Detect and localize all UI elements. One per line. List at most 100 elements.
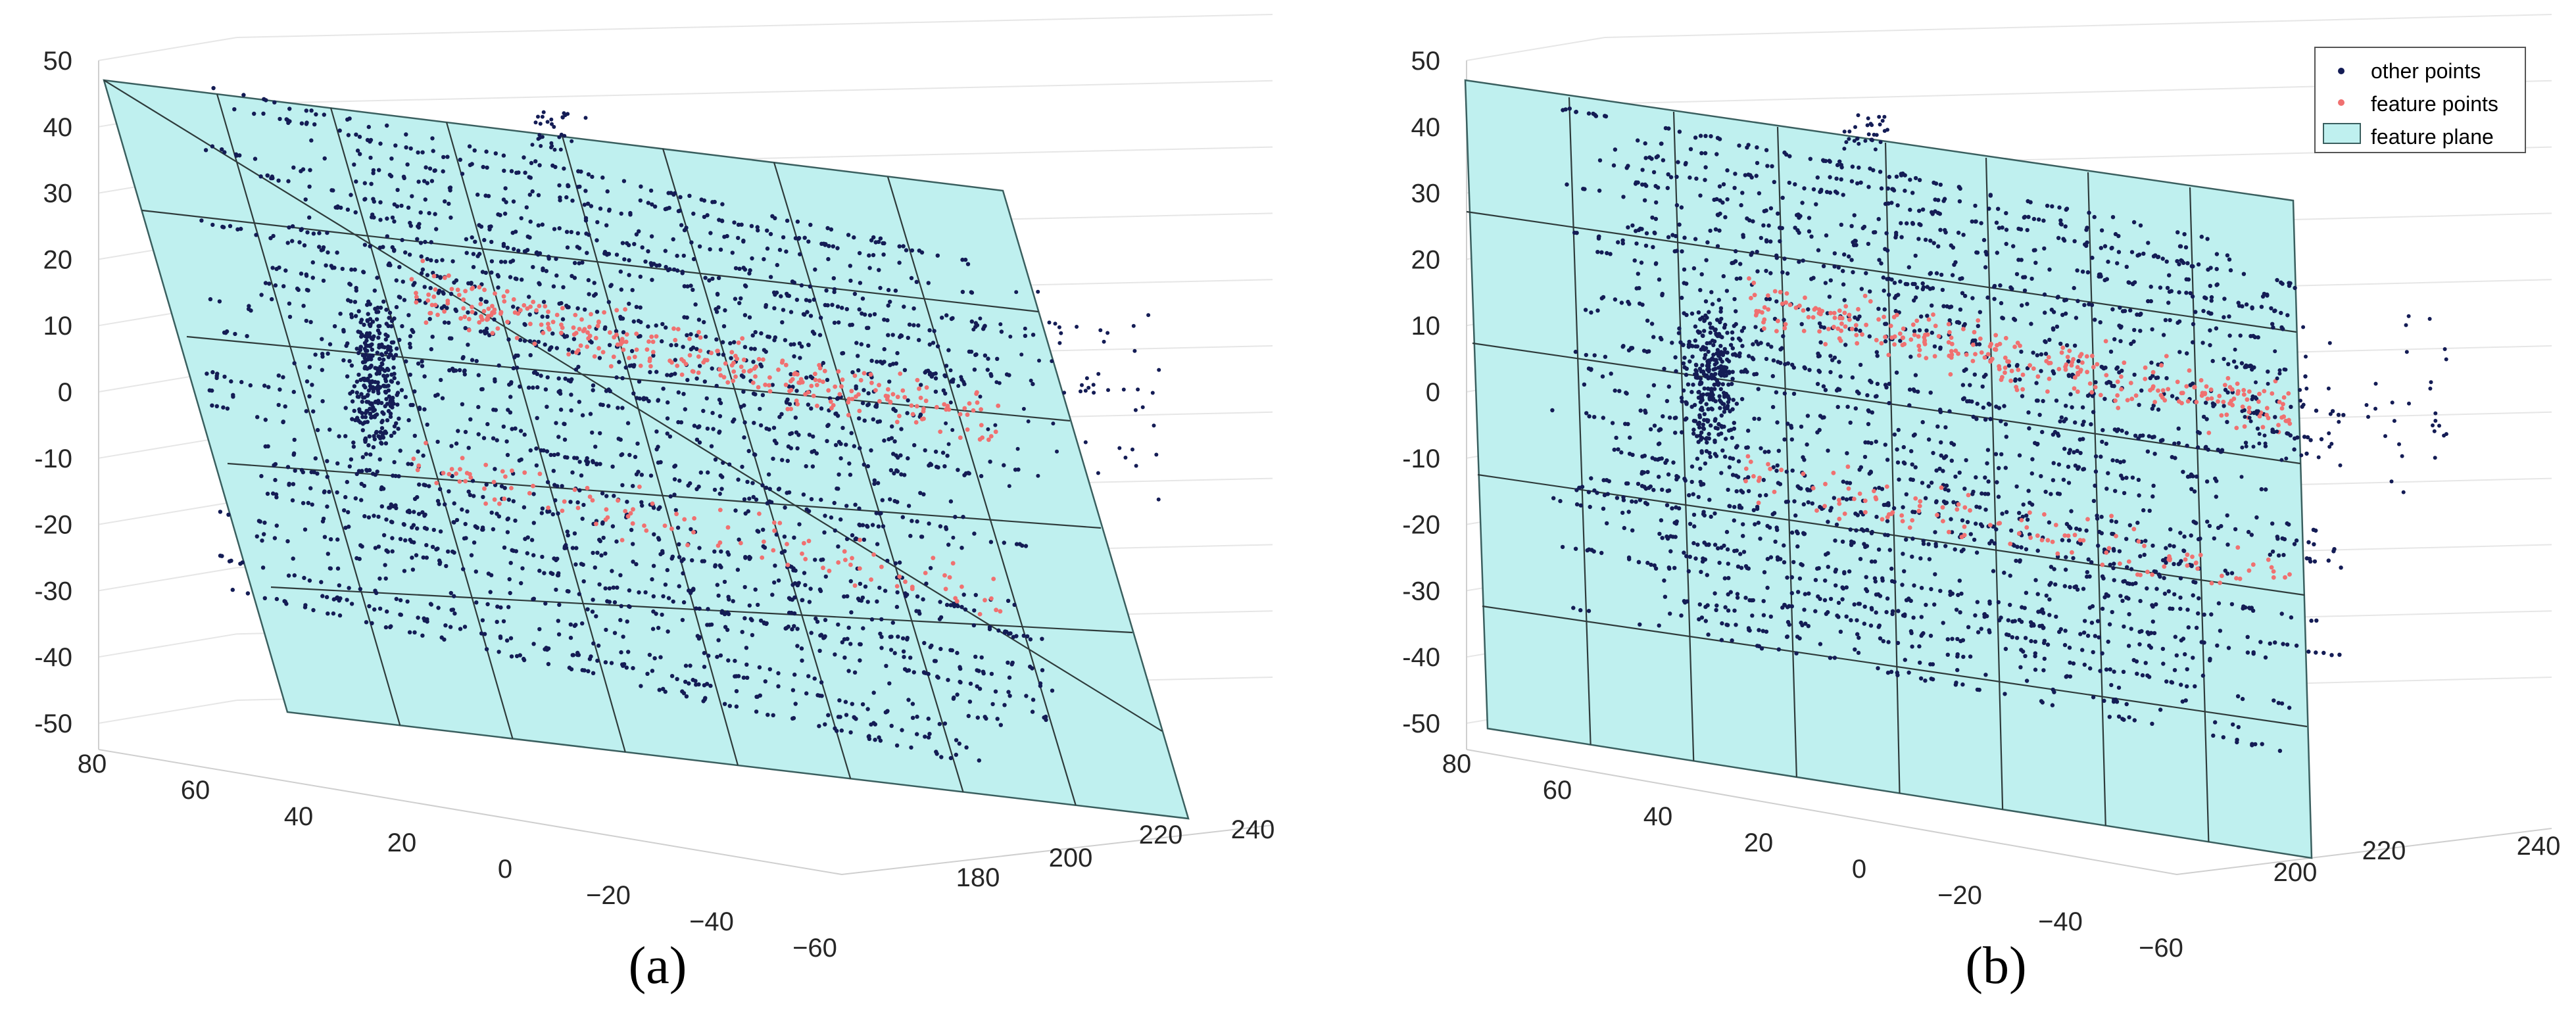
other-point	[2120, 428, 2124, 433]
other-point	[1624, 166, 1629, 170]
feature-point	[736, 340, 741, 345]
feature-point	[767, 389, 773, 394]
other-point	[1958, 186, 1962, 191]
other-point	[771, 425, 777, 430]
feature-point	[531, 299, 536, 304]
other-point	[589, 204, 594, 208]
other-point	[1921, 541, 1926, 546]
other-point	[384, 517, 389, 522]
other-point	[544, 269, 548, 274]
other-point	[427, 211, 431, 216]
other-point	[764, 349, 768, 354]
other-point	[1620, 345, 1625, 349]
other-point	[1014, 634, 1019, 638]
other-point	[777, 487, 782, 491]
other-point	[881, 524, 886, 529]
other-point	[1868, 289, 1872, 294]
other-point	[1098, 328, 1103, 333]
other-point	[343, 494, 348, 500]
other-point	[307, 578, 312, 583]
other-point	[1725, 168, 1730, 173]
other-point	[225, 406, 230, 411]
other-point	[1753, 325, 1758, 329]
other-point	[2238, 333, 2243, 338]
other-point	[2222, 356, 2226, 362]
other-point	[2304, 451, 2309, 456]
other-point	[1782, 318, 1786, 322]
other-point	[1565, 182, 1569, 187]
other-point	[608, 283, 613, 289]
other-point	[1146, 313, 1151, 318]
other-point	[1970, 492, 1975, 496]
other-point	[1657, 441, 1662, 446]
z-tick-label: 10	[43, 312, 73, 341]
other-point	[2279, 310, 2283, 316]
other-point	[1746, 143, 1751, 147]
other-point	[2149, 299, 2153, 304]
feature-point	[479, 314, 483, 319]
other-point	[394, 304, 399, 310]
feature-point	[582, 327, 587, 331]
other-point	[304, 318, 308, 323]
other-point	[376, 335, 381, 340]
other-point	[540, 554, 545, 560]
other-point	[621, 662, 627, 667]
other-point	[553, 498, 558, 503]
other-point	[921, 492, 926, 496]
other-point	[2214, 267, 2219, 272]
other-point	[2017, 453, 2022, 458]
other-point	[1581, 187, 1586, 191]
other-point	[1643, 408, 1647, 413]
other-point	[560, 317, 566, 322]
other-point	[1708, 228, 1713, 233]
other-point	[1872, 230, 1876, 235]
other-point	[1943, 487, 1947, 492]
feature-point	[843, 558, 848, 562]
other-point	[1680, 249, 1684, 254]
other-point	[408, 372, 412, 377]
other-point	[810, 464, 815, 469]
other-point	[785, 490, 789, 495]
other-point	[2116, 427, 2121, 432]
other-point	[2246, 529, 2251, 535]
other-point	[2066, 373, 2071, 377]
other-point	[768, 275, 773, 279]
other-point	[670, 554, 675, 559]
other-point	[2226, 362, 2231, 366]
other-point	[739, 222, 744, 227]
other-point	[607, 586, 612, 591]
other-point	[379, 400, 384, 406]
other-point	[709, 444, 714, 448]
other-point	[2118, 339, 2123, 343]
other-point	[224, 331, 228, 335]
other-point	[865, 707, 870, 711]
other-point	[405, 162, 410, 167]
other-point	[370, 215, 374, 220]
other-point	[2110, 531, 2114, 537]
other-point	[1693, 135, 1698, 140]
other-point	[241, 93, 246, 97]
other-point	[538, 122, 543, 126]
other-point	[1019, 352, 1024, 357]
feature-point	[856, 392, 861, 397]
other-point	[629, 527, 634, 533]
other-point	[1674, 416, 1678, 420]
other-point	[694, 346, 699, 351]
other-point	[1891, 506, 1897, 511]
other-point	[1855, 181, 1860, 186]
other-point	[385, 373, 390, 378]
other-point	[1757, 493, 1762, 498]
other-point	[442, 637, 447, 642]
other-point	[708, 231, 713, 235]
other-point	[2225, 571, 2230, 576]
other-point	[750, 333, 755, 338]
other-point	[388, 411, 393, 416]
other-point	[482, 632, 487, 636]
other-point	[565, 455, 570, 460]
other-point	[1674, 203, 1680, 208]
other-point	[559, 132, 564, 137]
feature-point	[760, 555, 765, 560]
other-point	[1992, 541, 1997, 546]
other-point	[2124, 431, 2129, 435]
other-point	[263, 281, 268, 285]
